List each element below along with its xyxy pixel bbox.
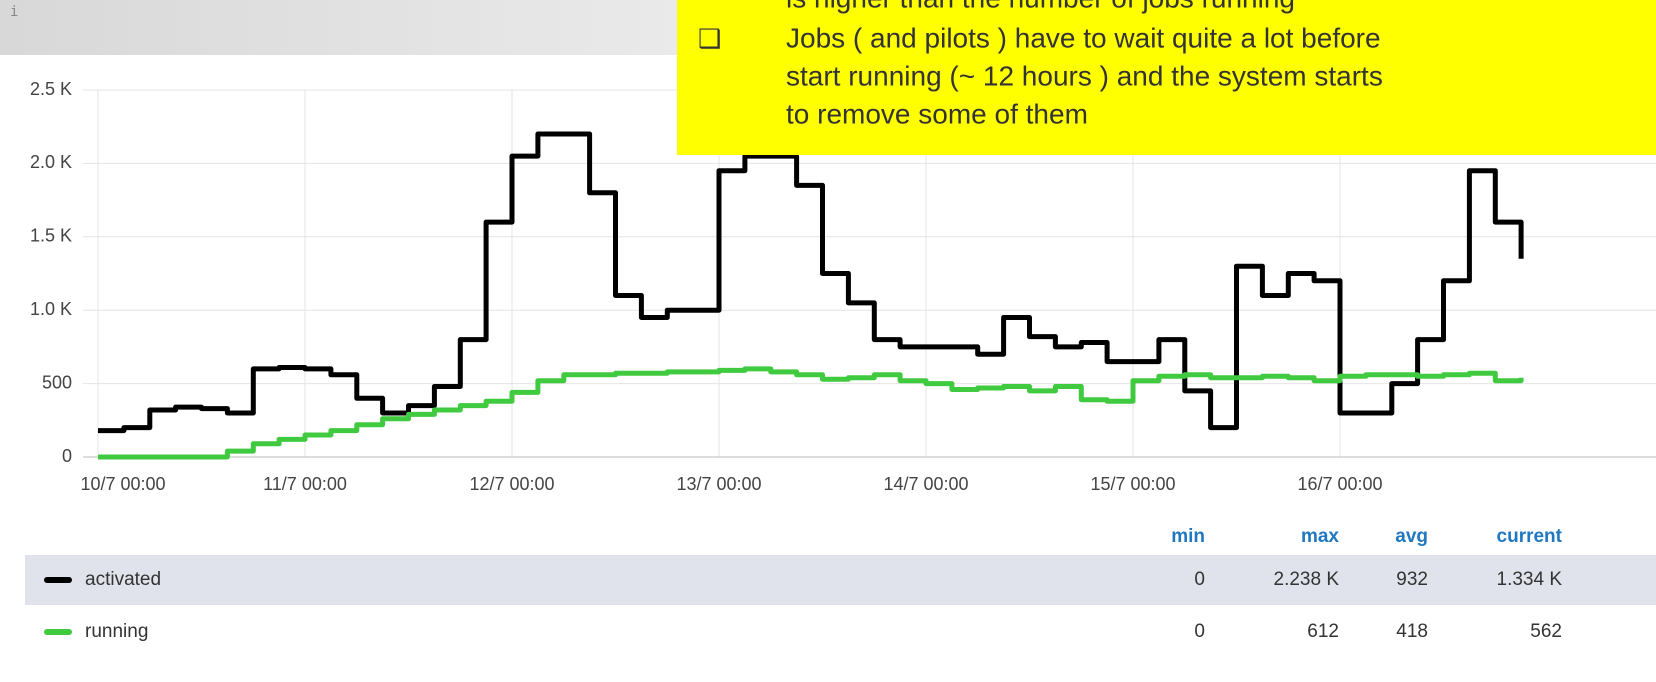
annotation-box — [677, 0, 1656, 155]
x-tick-label: 13/7 00:00 — [676, 474, 761, 494]
info-icon[interactable]: i — [10, 4, 18, 20]
legend-header: current — [1497, 526, 1563, 547]
y-tick-label: 0 — [62, 446, 72, 466]
y-tick-label: 1.0 K — [30, 299, 72, 319]
legend-stat: 562 — [1530, 621, 1562, 642]
legend-swatch — [44, 629, 72, 635]
legend-row-bg — [25, 555, 1656, 605]
legend-header: min — [1171, 526, 1205, 547]
annotation-text: to remove some of them — [786, 98, 1088, 129]
annotation-bullet: ❑ — [698, 25, 721, 55]
legend-stat: 0 — [1194, 621, 1205, 642]
legend-header: max — [1301, 526, 1339, 547]
x-tick-label: 15/7 00:00 — [1090, 474, 1175, 494]
legend-header: avg — [1395, 526, 1428, 547]
legend-stat: 0 — [1194, 569, 1205, 590]
y-tick-label: 2.5 K — [30, 79, 72, 99]
legend-swatch — [44, 577, 72, 583]
annotation-text: Jobs ( and pilots ) have to wait quite a… — [786, 22, 1381, 53]
annotation-text: start running (~ 12 hours ) and the syst… — [786, 60, 1383, 91]
x-tick-label: 10/7 00:00 — [80, 474, 165, 494]
legend-stat: 932 — [1396, 569, 1428, 590]
legend-stat: 2.238 K — [1274, 569, 1340, 590]
line-series — [98, 366, 1524, 460]
annotation-text: is higher than the number of jobs runnin… — [786, 0, 1295, 13]
x-tick-label: 14/7 00:00 — [883, 474, 968, 494]
legend-stat: 418 — [1396, 621, 1428, 642]
legend-stat: 612 — [1307, 621, 1339, 642]
y-tick-label: 500 — [42, 372, 72, 392]
legend-stat: 1.334 K — [1497, 569, 1563, 590]
legend-label: activated — [85, 569, 161, 590]
y-tick-label: 2.0 K — [30, 152, 72, 172]
x-tick-label: 12/7 00:00 — [469, 474, 554, 494]
line-series — [98, 131, 1524, 434]
legend-label: running — [85, 621, 148, 642]
x-tick-label: 11/7 00:00 — [263, 474, 347, 494]
y-tick-label: 1.5 K — [30, 226, 72, 246]
x-tick-label: 16/7 00:00 — [1297, 474, 1382, 494]
